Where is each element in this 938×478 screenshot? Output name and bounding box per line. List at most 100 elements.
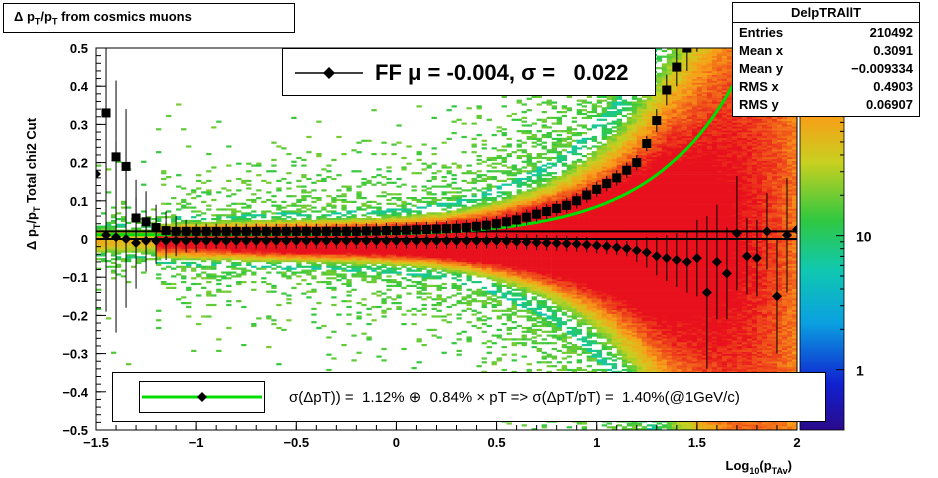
heat-cell <box>356 244 362 247</box>
heat-cell <box>296 265 302 268</box>
heat-cell <box>361 183 367 186</box>
heat-cell <box>481 250 487 253</box>
heat-cell <box>516 309 522 312</box>
heat-cell <box>371 248 377 251</box>
heat-cell <box>566 307 572 310</box>
heat-cell <box>336 252 342 255</box>
heat-cell <box>461 221 467 224</box>
heat-cell <box>361 197 367 200</box>
heat-cell <box>401 260 407 263</box>
heat-cell <box>456 332 462 335</box>
heat-cell <box>381 244 387 247</box>
heat-cell <box>401 244 407 247</box>
heat-cell <box>181 225 187 228</box>
heat-cell <box>561 302 567 305</box>
heat-cell <box>546 202 552 205</box>
heat-cell <box>101 250 107 253</box>
heat-cell <box>206 170 212 173</box>
heat-cell <box>191 221 197 224</box>
heat-cell <box>96 239 102 242</box>
heat-cell <box>311 197 317 200</box>
heat-cell <box>476 202 482 205</box>
heat-cell <box>581 347 587 351</box>
heat-cell <box>246 183 252 186</box>
heat-cell <box>471 206 477 209</box>
heat-cell <box>371 246 377 249</box>
heat-cell <box>571 332 577 335</box>
heat-cell <box>536 181 542 184</box>
heat-cell <box>501 183 507 186</box>
heat-cell <box>421 168 427 171</box>
heat-cell <box>226 300 232 303</box>
heat-cell <box>506 153 512 156</box>
heat-cell <box>486 177 492 181</box>
heat-cell <box>391 269 397 272</box>
heat-cell <box>421 235 427 238</box>
heat-cell <box>196 246 202 249</box>
heat-cell <box>396 307 402 310</box>
heat-cell <box>356 302 362 305</box>
heat-cell <box>516 177 522 181</box>
heat-cell <box>96 307 102 310</box>
heat-cell <box>321 324 327 328</box>
heat-cell <box>541 202 547 205</box>
heat-cell <box>531 174 537 177</box>
heat-cell <box>536 275 542 278</box>
heat-cell <box>316 219 322 223</box>
heat-cell <box>206 315 212 318</box>
heat-cell <box>161 170 167 173</box>
heat-cell <box>431 235 437 238</box>
heat-cell <box>546 365 552 368</box>
heat-cell <box>421 185 427 188</box>
heat-cell <box>511 248 517 251</box>
heat-cell <box>381 250 387 253</box>
heat-cell <box>516 281 522 284</box>
heat-cell <box>551 265 557 268</box>
heat-cell <box>576 323 582 326</box>
heat-cell <box>481 177 487 181</box>
heat-cell <box>351 170 357 173</box>
heat-cell <box>496 162 502 165</box>
heat-cell <box>196 275 202 278</box>
heat-cell <box>511 260 517 263</box>
heat-cell <box>506 202 512 205</box>
heat-cell <box>481 294 487 297</box>
heat-cell <box>431 116 437 119</box>
heat-cell <box>526 261 532 265</box>
heat-cell <box>151 242 157 245</box>
heat-cell <box>281 275 287 278</box>
heat-cell <box>576 179 582 182</box>
heat-cell <box>466 206 472 209</box>
heat-cell <box>576 147 582 150</box>
heat-cell <box>551 189 557 192</box>
heat-cell <box>166 286 172 289</box>
heat-cell <box>551 122 557 125</box>
heat-cell <box>551 263 557 266</box>
heat-cell <box>576 324 582 328</box>
heat-cell <box>211 246 217 249</box>
heat-cell <box>541 135 547 139</box>
heat-cell <box>541 183 547 186</box>
heat-cell <box>171 252 177 255</box>
heat-cell <box>481 160 487 163</box>
heat-cell <box>471 246 477 249</box>
heat-cell <box>551 181 557 184</box>
heat-cell <box>561 256 567 259</box>
heat-cell <box>496 218 502 221</box>
heat-cell <box>111 351 117 354</box>
heat-cell <box>526 317 532 320</box>
heat-cell <box>156 261 162 265</box>
heat-cell <box>491 309 497 312</box>
heat-cell <box>296 250 302 253</box>
heat-cell <box>546 323 552 326</box>
heat-cell <box>411 258 417 261</box>
heat-cell <box>456 256 462 259</box>
heat-cell <box>496 242 502 245</box>
heat-cell <box>546 269 552 272</box>
heat-cell <box>476 288 482 291</box>
heat-cell <box>366 275 372 278</box>
heat-cell <box>531 273 537 276</box>
heat-cell <box>421 248 427 251</box>
heat-cell <box>486 216 492 219</box>
heat-cell <box>396 248 402 251</box>
